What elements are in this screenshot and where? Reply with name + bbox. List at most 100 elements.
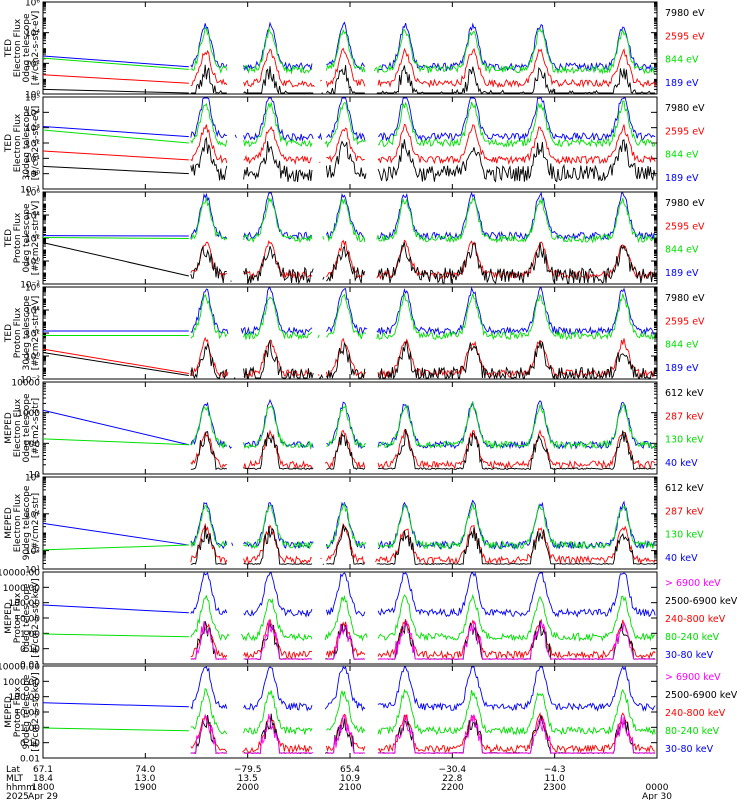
legend-red: 240-800 keV (665, 614, 726, 625)
flux-series-magenta (190, 620, 656, 660)
y-tick-label: 10.00 (14, 709, 40, 719)
flux-series-green (190, 687, 656, 736)
y-tick-label: 10⁰ (25, 353, 40, 363)
y-axis-label-line: Electron Flux (13, 18, 23, 77)
panel-frame (42, 571, 658, 665)
legend-magenta: > 6900 keV (665, 578, 721, 589)
y-tick-label: 1000 (17, 409, 40, 419)
y-axis-label-line: 0deg telescope (22, 13, 32, 83)
footer-lat: 65.4 (340, 765, 360, 775)
footer-date: Apr 30 (642, 792, 672, 800)
legend-magenta: > 6900 keV (665, 672, 721, 683)
flux-series-green (190, 502, 656, 551)
footer-hhmm: 2200 (441, 783, 464, 793)
legend-blue: 40 keV (665, 458, 698, 469)
y-axis-label-line: Electron Flux (13, 398, 23, 457)
y-axis-label-line: 0deg telescope (22, 393, 32, 463)
y-axis-label-line: Electron Flux (13, 113, 23, 172)
legend-green: 844 eV (665, 340, 699, 351)
gap-interp-blue (42, 702, 189, 708)
footer-mlt: 22.8 (442, 774, 462, 784)
flux-series-blue (190, 21, 656, 73)
y-tick-label: 10² (25, 140, 40, 150)
y-axis-label-line: [#/cm2-s-str-eV] (31, 106, 41, 181)
legend-red: 240-800 keV (665, 708, 726, 719)
legend-blue: 40 keV (665, 553, 698, 564)
y-tick-label: 10⁴ (25, 109, 40, 119)
y-axis-label-line: [#/cm2-s-str-eV] (31, 296, 41, 371)
y-tick-label: 10² (25, 60, 40, 70)
flux-series-blue (190, 571, 656, 618)
flux-series-green (190, 197, 656, 244)
y-axis-label-line: [#/cm2-s-str-keV] (31, 672, 41, 751)
y-tick-label: 10000.00 (0, 663, 40, 673)
legend-red: 2595 eV (665, 316, 705, 327)
y-tick-label: 1.00 (20, 630, 40, 640)
y-axis-label-line: 30deg telescope (22, 295, 32, 370)
footer-year: 2025 (6, 792, 29, 800)
footer-hhmm: 2000 (236, 783, 259, 793)
y-axis-label-line: 0deg telescope (22, 583, 32, 653)
y-tick-label: 10000.00 (0, 569, 40, 579)
gap-interp-green (42, 129, 189, 144)
legend-green: 844 eV (665, 245, 699, 256)
footer-hhmm: 2100 (339, 783, 362, 793)
y-tick-label: 10² (25, 235, 40, 245)
y-tick-label: 1000.00 (3, 584, 40, 594)
flux-series-black (190, 428, 656, 471)
y-axis-label: TED Proton Flux 30deg telescope [#/cm2-s-st… (4, 295, 41, 370)
gap-interp-black (42, 352, 189, 377)
legend-black: 7980 eV (665, 198, 705, 209)
gap-interp-black (42, 88, 189, 94)
y-tick-label: 10⁶ (25, 474, 40, 484)
y-axis-label-line: Proton Flux (13, 212, 23, 263)
footer-mlt: 13.5 (238, 774, 258, 784)
footer-mlt: 10.9 (340, 774, 360, 784)
y-axis-label-line: Proton Flux (13, 307, 23, 358)
footer-hhmm: 1800 (32, 783, 55, 793)
footer-mlt: 11.0 (545, 774, 565, 784)
footer-lat: 74.0 (135, 765, 155, 775)
footer-row-label: hhmm (6, 783, 35, 793)
legend-blue: 30-80 keV (665, 744, 714, 755)
gap-interp-black (42, 242, 189, 277)
flux-series-green (190, 26, 656, 75)
panel-7: 0.010.101.0010.00100.001000.0010000.00ME… (0, 569, 738, 671)
y-axis-label-line: [#/cm2-s-str] (31, 398, 41, 458)
legend-green: 80-240 keV (665, 726, 720, 737)
y-tick-label: 1000.00 (3, 678, 40, 688)
y-axis-label-line: 0deg telescope (22, 203, 32, 273)
y-tick-label: 0.01 (20, 661, 40, 671)
gap-interp-red (42, 74, 189, 84)
y-tick-label: 100.00 (9, 599, 41, 609)
y-axis-label: TED Proton Flux 0deg telescope [#/cm2-s-str… (4, 201, 41, 276)
gap-interp-green (42, 727, 189, 732)
panel-3: 10⁻² 10⁰ 10² 10⁴ 10⁶ TED Proton Flux 0deg teles… (4, 189, 705, 291)
legend-blue: 189 eV (665, 173, 699, 184)
y-axis-label-line: [#/cm2-s-str-eV] (31, 11, 41, 86)
footer-row-label: MLT (6, 774, 24, 784)
y-tick-label: 10² (25, 547, 40, 557)
y-axis-label-line: TED (4, 229, 14, 248)
y-axis-label: MEPED Proton Flux 90deg telescope [#/cm2-s-… (4, 672, 41, 751)
y-axis-label: MEPED Electron Flux 0deg telescope [#/cm2-s… (4, 393, 41, 463)
gap-interp-green (42, 57, 189, 70)
flux-series-black (190, 713, 656, 754)
legend-black: 612 keV (665, 483, 704, 494)
footer-lat: −30.4 (439, 765, 467, 775)
y-tick-label: 10.00 (14, 615, 40, 625)
y-axis-label-line: Electron Flux (13, 493, 23, 552)
footer-hhmm: 2300 (543, 783, 566, 793)
flux-series-green (190, 293, 656, 341)
y-tick-label: 10000 (11, 379, 40, 389)
y-axis-label-line: 90deg telescope (22, 485, 32, 560)
gap-interp-blue (42, 55, 189, 68)
y-tick-label: 0.01 (20, 755, 40, 765)
flux-series-black (190, 136, 656, 183)
footer-hhmm: 0000 (646, 783, 669, 793)
gap-interp-green (42, 438, 189, 446)
